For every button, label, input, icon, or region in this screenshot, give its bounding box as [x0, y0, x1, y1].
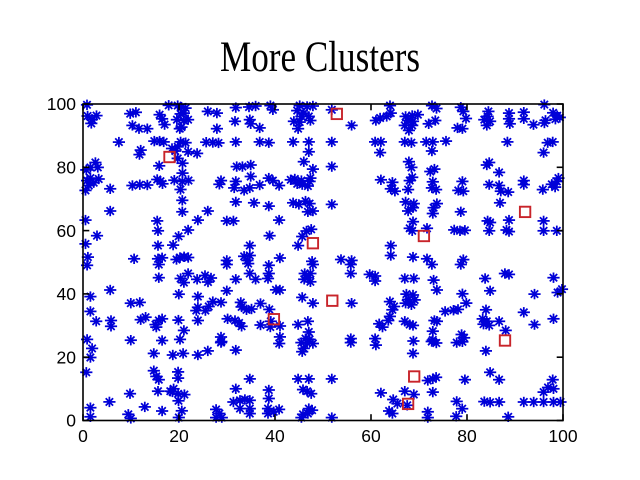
svg-text:60: 60 [361, 426, 381, 446]
svg-text:100: 100 [47, 94, 76, 114]
svg-text:80: 80 [57, 158, 77, 178]
svg-text:40: 40 [265, 426, 285, 446]
svg-text:20: 20 [57, 347, 77, 367]
svg-text:60: 60 [57, 221, 77, 241]
svg-text:0: 0 [78, 426, 88, 446]
svg-text:More Clusters: More Clusters [220, 34, 420, 81]
svg-text:40: 40 [57, 284, 77, 304]
svg-text:20: 20 [169, 426, 189, 446]
svg-text:0: 0 [66, 411, 76, 431]
svg-text:80: 80 [457, 426, 477, 446]
svg-text:100: 100 [548, 426, 577, 446]
